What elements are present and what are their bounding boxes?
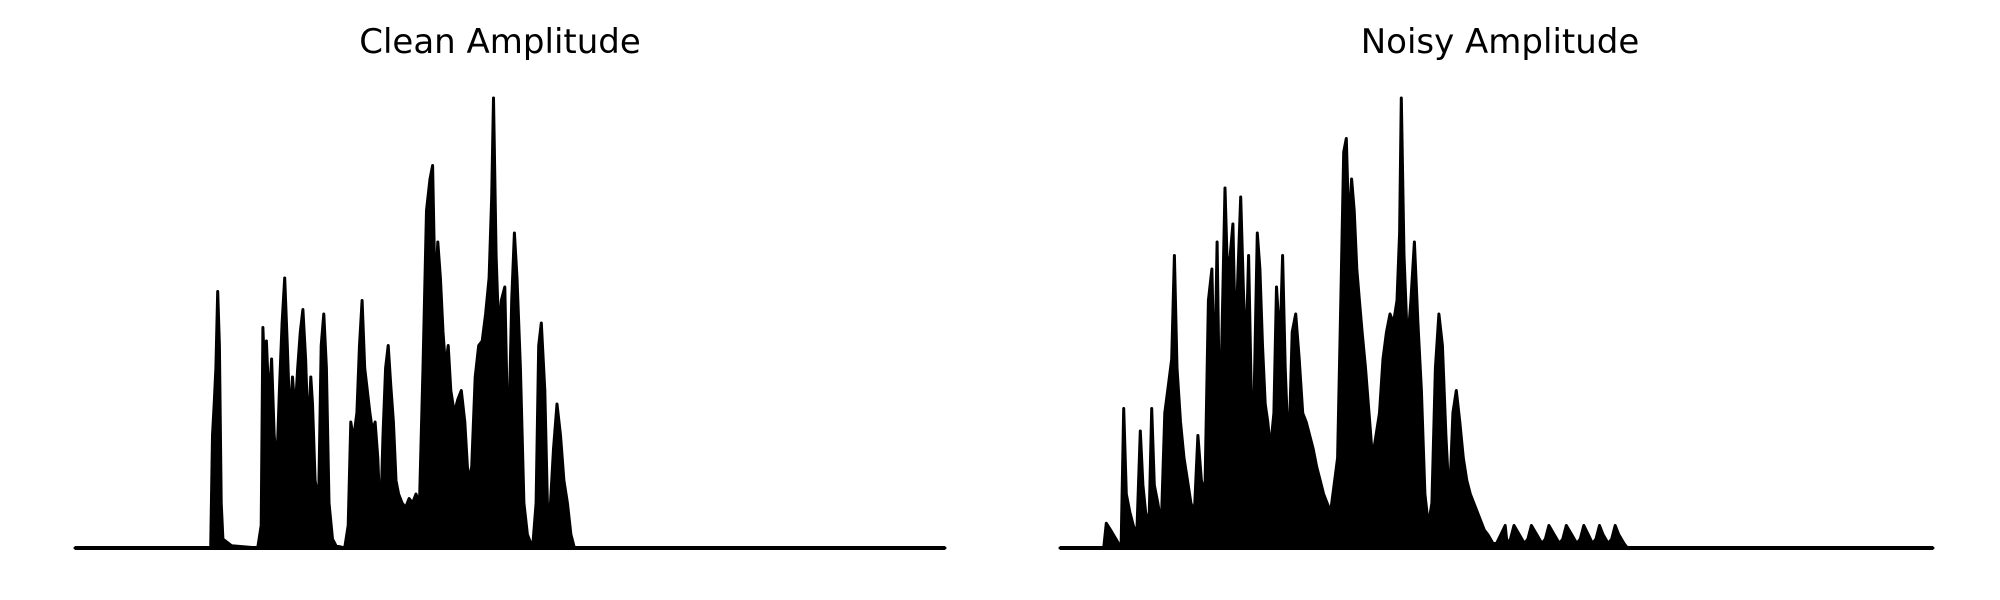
noisy-amplitude-panel: Noisy Amplitude bbox=[1000, 0, 2000, 600]
clean-amplitude-chart bbox=[73, 96, 947, 550]
clean-amplitude-title: Clean Amplitude bbox=[359, 22, 641, 62]
clean-amplitude-panel: Clean Amplitude bbox=[73, 22, 947, 550]
noisy-amplitude-title: Noisy Amplitude bbox=[1360, 22, 1640, 62]
clean-amplitude-waveform bbox=[73, 96, 947, 550]
noisy-amplitude-waveform bbox=[1058, 96, 1935, 550]
noisy-amplitude-chart bbox=[1058, 96, 1935, 550]
